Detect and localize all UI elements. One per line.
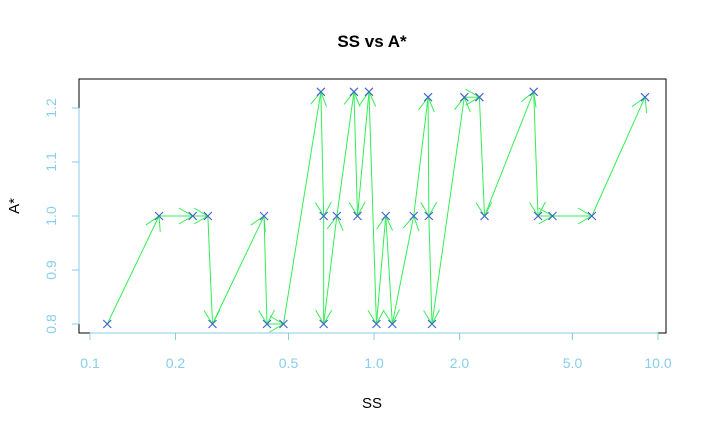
data-point bbox=[188, 211, 198, 221]
arrow bbox=[391, 215, 420, 325]
data-point bbox=[332, 211, 342, 221]
arrow bbox=[431, 96, 471, 325]
x-axis-label: SS bbox=[362, 395, 382, 412]
arrow bbox=[315, 216, 333, 326]
data-point bbox=[203, 211, 213, 221]
data-point bbox=[640, 92, 650, 102]
data-point bbox=[353, 211, 362, 221]
y-tick-label: 1.2 bbox=[43, 98, 59, 118]
data-point bbox=[587, 211, 597, 221]
y-tick-label: 0.9 bbox=[43, 260, 59, 280]
y-tick-label: 0.8 bbox=[43, 314, 59, 334]
arrow bbox=[258, 215, 276, 325]
arrow bbox=[475, 97, 493, 217]
data-point bbox=[533, 211, 543, 221]
x-tick-label: 0.1 bbox=[80, 355, 100, 371]
arrow bbox=[413, 96, 435, 217]
chart-title: SS vs A* bbox=[337, 32, 407, 51]
data-point bbox=[364, 87, 374, 97]
data-point bbox=[387, 319, 397, 329]
y-tick-label: 1.0 bbox=[43, 206, 59, 226]
data-point bbox=[529, 87, 539, 97]
arrow bbox=[420, 97, 438, 217]
y-axis: 0.8 0.9 1.0 1.1 1.2 bbox=[43, 98, 80, 334]
x-tick-label: 5.0 bbox=[563, 355, 583, 371]
data-point bbox=[262, 319, 272, 329]
y-tick-label: 1.1 bbox=[43, 152, 59, 172]
data-point bbox=[548, 211, 557, 221]
data-point bbox=[279, 319, 288, 329]
data-point bbox=[319, 319, 329, 329]
data-point bbox=[381, 211, 391, 221]
y-axis-label: A* bbox=[6, 198, 23, 214]
arrow bbox=[212, 215, 266, 325]
arrow bbox=[106, 215, 161, 325]
arrow bbox=[383, 215, 400, 325]
data-point bbox=[259, 211, 269, 221]
data-point bbox=[319, 211, 329, 221]
data-point bbox=[409, 211, 419, 221]
data-point bbox=[474, 92, 484, 102]
arrow bbox=[282, 90, 328, 325]
data-point bbox=[427, 319, 437, 329]
arrow bbox=[375, 215, 393, 325]
x-tick-label: 2.0 bbox=[450, 355, 470, 371]
arrow bbox=[159, 207, 194, 225]
arrow bbox=[538, 207, 554, 225]
data-point bbox=[424, 211, 434, 221]
x-tick-label: 1.0 bbox=[364, 355, 384, 371]
data-point bbox=[208, 319, 217, 329]
arrow bbox=[423, 215, 441, 325]
point-layer bbox=[102, 87, 650, 329]
data-point bbox=[423, 92, 433, 102]
data-point bbox=[480, 211, 489, 221]
arrow bbox=[367, 91, 385, 325]
x-tick-label: 0.2 bbox=[166, 355, 186, 371]
data-point bbox=[372, 319, 381, 329]
x-axis: 0.1 0.2 0.5 1.0 2.0 5.0 10.0 bbox=[80, 332, 672, 371]
x-tick-label: 10.0 bbox=[644, 355, 671, 371]
data-point bbox=[316, 87, 326, 97]
arrow bbox=[323, 215, 344, 325]
arrow bbox=[529, 91, 546, 217]
x-tick-label: 0.5 bbox=[279, 355, 299, 371]
arrow bbox=[357, 90, 377, 217]
arrow bbox=[591, 96, 648, 217]
arrow bbox=[192, 207, 209, 225]
arrow bbox=[552, 207, 593, 225]
arrow bbox=[484, 90, 537, 217]
data-point bbox=[154, 211, 164, 221]
data-point bbox=[349, 87, 359, 97]
data-point bbox=[102, 319, 112, 329]
data-point bbox=[459, 92, 469, 102]
arrow bbox=[203, 215, 221, 325]
arrow-layer bbox=[106, 88, 648, 333]
